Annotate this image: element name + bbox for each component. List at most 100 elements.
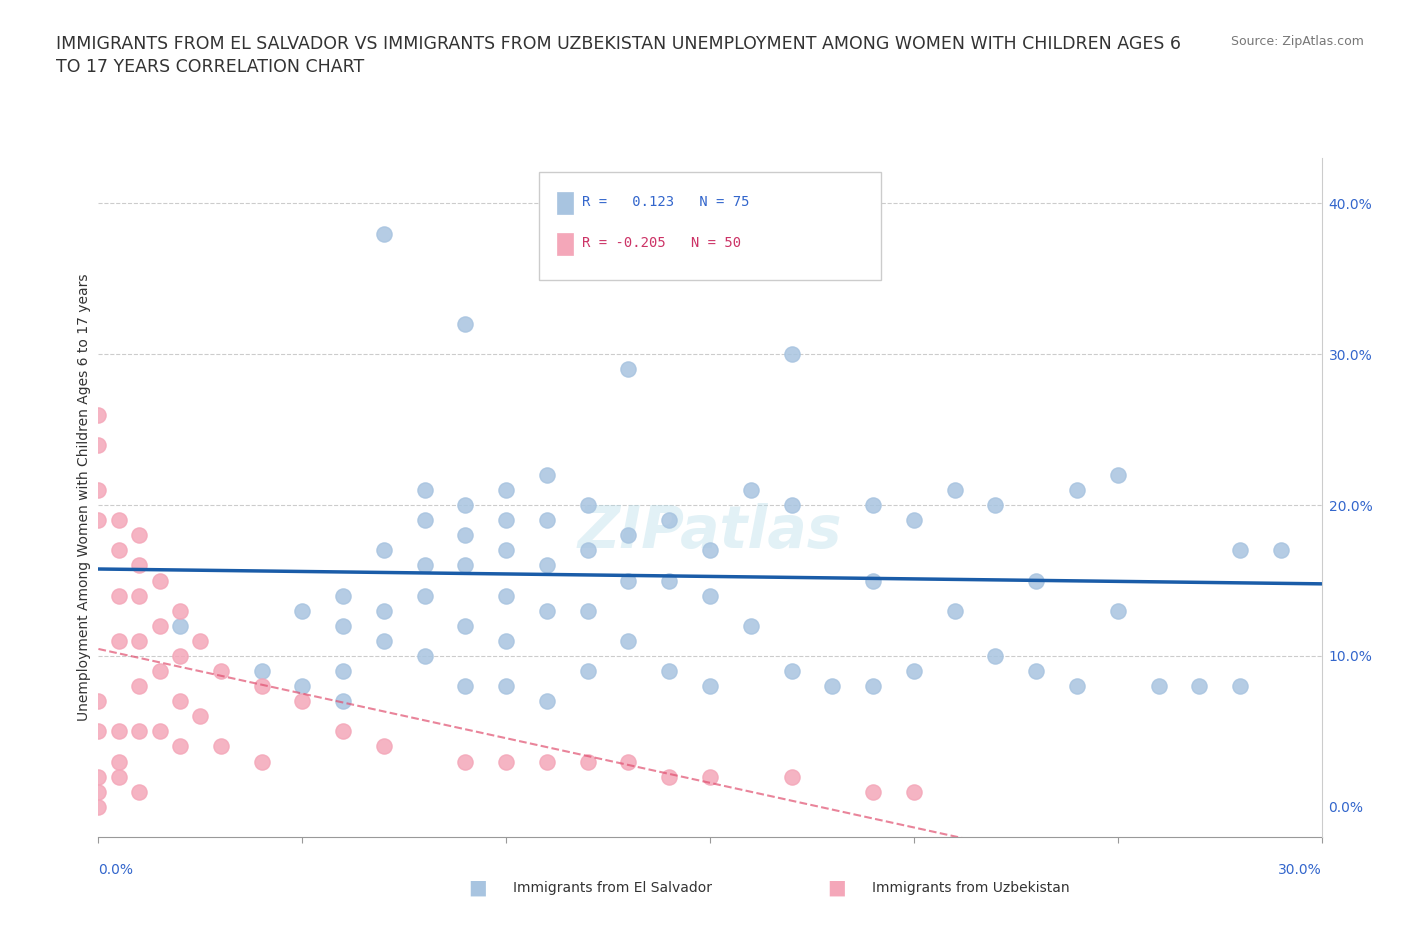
Point [128, 784, 150, 799]
Point [821, 679, 844, 694]
Point [617, 362, 640, 377]
Point [903, 664, 925, 679]
Point [617, 754, 640, 769]
Point [291, 604, 314, 618]
Point [87, 437, 110, 452]
Point [108, 754, 131, 769]
Point [536, 754, 558, 769]
Point [291, 679, 314, 694]
Point [413, 648, 436, 663]
Point [169, 739, 191, 754]
Point [169, 694, 191, 709]
Text: ▪: ▪ [468, 873, 488, 903]
Point [454, 316, 477, 331]
Text: Immigrants from El Salvador: Immigrants from El Salvador [513, 881, 713, 896]
Point [617, 633, 640, 648]
Point [87, 800, 110, 815]
Point [1229, 679, 1251, 694]
Point [332, 694, 354, 709]
Point [617, 573, 640, 588]
Point [576, 543, 599, 558]
Point [128, 633, 150, 648]
Point [658, 512, 681, 527]
Point [108, 724, 131, 738]
Point [1107, 468, 1129, 483]
Point [536, 604, 558, 618]
Point [250, 679, 273, 694]
Text: ZIPatlas: ZIPatlas [578, 503, 842, 560]
Point [576, 754, 599, 769]
Point [862, 784, 884, 799]
Point [536, 468, 558, 483]
Text: 30.0%: 30.0% [1278, 862, 1322, 877]
Point [1270, 543, 1292, 558]
Point [128, 679, 150, 694]
Point [617, 528, 640, 543]
Point [1188, 679, 1211, 694]
Point [536, 512, 558, 527]
Point [780, 498, 803, 512]
Point [576, 604, 599, 618]
Point [740, 483, 762, 498]
Point [1025, 573, 1047, 588]
Point [454, 498, 477, 512]
Point [373, 604, 395, 618]
Point [780, 769, 803, 784]
Point [87, 407, 110, 422]
Point [108, 512, 131, 527]
Point [108, 769, 131, 784]
Point [576, 498, 599, 512]
Point [128, 724, 150, 738]
Text: Source: ZipAtlas.com: Source: ZipAtlas.com [1230, 35, 1364, 48]
Point [720, 241, 742, 256]
Point [373, 633, 395, 648]
Point [1066, 679, 1088, 694]
Point [413, 558, 436, 573]
Text: R = -0.205   N = 50: R = -0.205 N = 50 [582, 236, 741, 250]
Point [149, 724, 172, 738]
Point [149, 573, 172, 588]
Point [332, 724, 354, 738]
Point [373, 543, 395, 558]
Point [1025, 664, 1047, 679]
Point [454, 679, 477, 694]
Y-axis label: Unemployment Among Women with Children Ages 6 to 17 years: Unemployment Among Women with Children A… [77, 273, 91, 722]
Point [1107, 604, 1129, 618]
Text: ▪: ▪ [827, 873, 846, 903]
Point [87, 512, 110, 527]
Bar [557, 193, 574, 214]
Point [699, 679, 721, 694]
Point [576, 664, 599, 679]
Point [943, 604, 966, 618]
Text: R =   0.123   N = 75: R = 0.123 N = 75 [582, 195, 749, 209]
Point [495, 633, 517, 648]
Point [780, 664, 803, 679]
Point [740, 618, 762, 633]
Point [128, 558, 150, 573]
Point [862, 573, 884, 588]
Text: IMMIGRANTS FROM EL SALVADOR VS IMMIGRANTS FROM UZBEKISTAN UNEMPLOYMENT AMONG WOM: IMMIGRANTS FROM EL SALVADOR VS IMMIGRANT… [56, 35, 1181, 53]
Point [87, 694, 110, 709]
Point [1229, 543, 1251, 558]
Bar [557, 232, 574, 255]
Point [1147, 679, 1170, 694]
Point [413, 483, 436, 498]
Point [658, 664, 681, 679]
Point [658, 769, 681, 784]
Point [495, 588, 517, 603]
Point [454, 528, 477, 543]
Point [87, 769, 110, 784]
Point [495, 483, 517, 498]
Point [87, 483, 110, 498]
Point [250, 664, 273, 679]
Point [780, 347, 803, 362]
Point [108, 633, 131, 648]
Point [699, 588, 721, 603]
Point [454, 618, 477, 633]
Point [209, 664, 232, 679]
Point [536, 694, 558, 709]
Point [984, 648, 1007, 663]
Point [1066, 483, 1088, 498]
FancyBboxPatch shape [538, 172, 882, 280]
Point [862, 498, 884, 512]
